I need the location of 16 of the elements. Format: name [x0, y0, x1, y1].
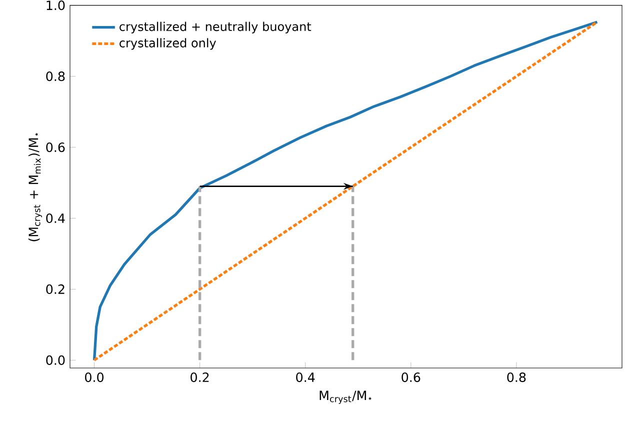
x-axis-title: M$_{cryst}$/M$_{⋆}$ — [320, 390, 372, 404]
y-tick-label: 0.8 — [46, 72, 65, 82]
y-tick-label: 1.0 — [46, 0, 65, 10]
y-tick-label: 0.0 — [46, 355, 65, 365]
x-tick-label: 0.2 — [190, 372, 209, 382]
x-tick-label: 0.0 — [85, 372, 104, 382]
x-tick-label: 0.8 — [507, 372, 526, 382]
x-tick-label: 0.6 — [402, 372, 420, 382]
y-tick-label: 0.2 — [46, 284, 64, 294]
legend-label: crystallized only — [120, 38, 216, 50]
line-series — [92, 20, 599, 362]
y-tick-label: 0.4 — [46, 213, 65, 224]
y-tick-label: 0.6 — [46, 142, 65, 152]
legend-label: crystallized + neutrally buoyant — [120, 22, 312, 34]
x-tick-label: 0.4 — [296, 372, 315, 382]
y-axis-title: (M$_{cryst}$ + M$_{mix}$)/M$_{⋆}$ — [28, 132, 42, 242]
